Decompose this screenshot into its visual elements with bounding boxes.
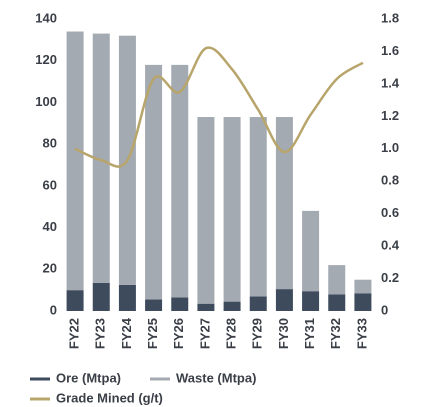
y-tick-label: 60 [43, 177, 57, 192]
x-tick-label: FY32 [328, 318, 343, 349]
y-tick-label: 100 [35, 94, 57, 109]
x-tick-label: FY33 [354, 318, 369, 349]
bar-segment [171, 297, 189, 311]
bar-segment [92, 33, 110, 283]
bar-segment [354, 293, 372, 311]
x-tick-label: FY28 [224, 318, 239, 349]
x-tick-label: FY25 [145, 318, 160, 349]
y-tick-label: 40 [43, 219, 57, 234]
bar-segment [171, 64, 189, 298]
bar-segment [249, 296, 267, 311]
y2-tick-label: 1.2 [381, 108, 399, 123]
y-tick-label: 80 [43, 136, 57, 151]
bar-segment [145, 64, 163, 300]
legend-label: Grade Mined (g/t) [56, 390, 163, 405]
y2-tick-label: 0.6 [381, 205, 399, 220]
bar-segment [249, 117, 267, 297]
bar-segment [92, 282, 110, 311]
y2-tick-label: 0.4 [381, 238, 400, 253]
x-tick-label: FY23 [93, 318, 108, 349]
y2-tick-label: 0.2 [381, 270, 399, 285]
y-tick-label: 140 [35, 10, 57, 25]
bar-segment [197, 303, 215, 311]
y-tick-label: 20 [43, 261, 57, 276]
y-tick-label: 0 [50, 302, 57, 317]
y2-tick-label: 0.8 [381, 173, 399, 188]
legend-label: Waste (Mtpa) [176, 370, 256, 385]
y2-tick-label: 1.0 [381, 140, 399, 155]
x-tick-label: FY22 [67, 318, 82, 349]
x-tick-label: FY26 [171, 318, 186, 349]
y2-tick-label: 1.6 [381, 43, 399, 58]
grade-line [74, 46, 364, 168]
bar-segment [66, 31, 84, 291]
x-tick-label: FY24 [119, 317, 134, 349]
bar-segment [66, 290, 84, 311]
x-tick-label: FY29 [250, 318, 265, 349]
bar-segment [118, 284, 136, 311]
y-tick-label: 120 [35, 52, 57, 67]
y2-tick-label: 0 [381, 302, 388, 317]
legend-label: Ore (Mtpa) [56, 370, 121, 385]
bar-segment [302, 291, 320, 311]
x-tick-label: FY31 [302, 318, 317, 349]
bar-segment [328, 265, 346, 295]
bar-segment [275, 117, 293, 290]
x-tick-label: FY27 [197, 318, 212, 349]
bar-segment [223, 117, 241, 302]
bar-segment [302, 210, 320, 292]
y2-tick-label: 1.4 [381, 75, 400, 90]
bar-segment [354, 279, 372, 294]
bar-segment [223, 301, 241, 311]
bar-segment [275, 289, 293, 311]
y2-tick-label: 1.8 [381, 10, 399, 25]
bar-segment [145, 299, 163, 311]
bar-segment [328, 294, 346, 311]
x-tick-label: FY30 [276, 318, 291, 349]
bar-segment [197, 117, 215, 304]
